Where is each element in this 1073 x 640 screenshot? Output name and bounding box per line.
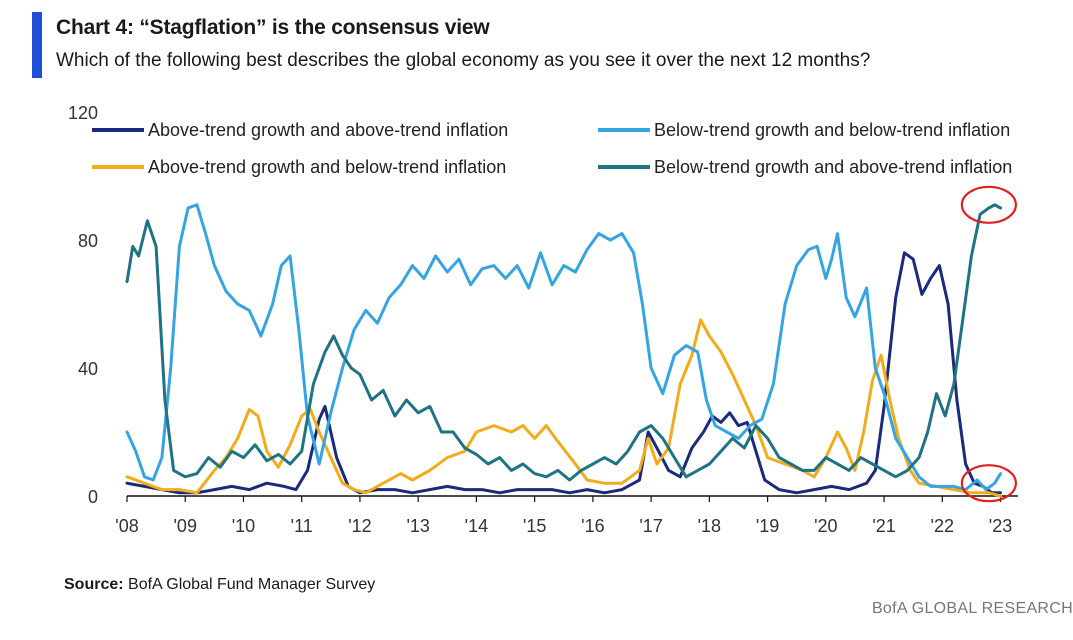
legend-label: Below-trend growth and above-trend infla… (654, 157, 1012, 177)
series-line (125, 318, 1002, 498)
y-tick-label: 0 (88, 487, 98, 507)
legend: Above-trend growth and above-trend infla… (92, 120, 1012, 177)
highlight-circle (960, 464, 1017, 503)
series-lines (125, 203, 1002, 498)
chart-title: Chart 4: “Stagflation” is the consensus … (56, 16, 490, 39)
x-tick-label: '08 (115, 516, 138, 536)
series-line (125, 203, 1002, 482)
x-tick-label: '21 (872, 516, 895, 536)
x-tick-label: '11 (291, 516, 313, 536)
x-tick-label: '16 (581, 516, 604, 536)
chart-subtitle: Which of the following best describes th… (56, 50, 871, 71)
annotations (960, 185, 1017, 503)
source-label: Source: (64, 576, 124, 593)
legend-label: Above-trend growth and below-trend infla… (148, 157, 506, 177)
legend-label: Below-trend growth and below-trend infla… (654, 120, 1010, 140)
x-tick-label: '13 (406, 516, 429, 536)
x-tick-label: '19 (756, 516, 779, 536)
x-tick-label: '22 (931, 516, 954, 536)
legend-label: Above-trend growth and above-trend infla… (148, 120, 508, 140)
source-note: Source: BofA Global Fund Manager Survey (64, 576, 375, 594)
x-tick-label: '14 (465, 516, 488, 536)
x-tick-label: '23 (989, 516, 1012, 536)
x-tick-label: '20 (814, 516, 837, 536)
series-line (125, 251, 1002, 495)
branding-text: BofA GLOBAL RESEARCH (871, 600, 1073, 617)
y-axis: 0 40 80 120 (68, 103, 98, 507)
title-accent-bar (32, 12, 42, 78)
x-tick-label: '10 (232, 516, 255, 536)
x-tick-label: '17 (639, 516, 662, 536)
series-line (125, 203, 1002, 492)
y-tick-label: 80 (78, 231, 98, 251)
x-tick-label: '09 (174, 516, 197, 536)
x-axis: '08 '09 '10 '11 '12 '13 '14 '15 '16 '17 '18 '19 '20 '… (115, 495, 1018, 536)
source-text: BofA Global Fund Manager Survey (128, 576, 376, 593)
x-tick-label: '18 (698, 516, 721, 536)
y-tick-label: 120 (68, 103, 98, 123)
x-tick-label: '12 (348, 516, 371, 536)
x-tick-label: '15 (523, 516, 546, 536)
y-tick-label: 40 (78, 359, 98, 379)
highlight-circle (960, 185, 1017, 224)
